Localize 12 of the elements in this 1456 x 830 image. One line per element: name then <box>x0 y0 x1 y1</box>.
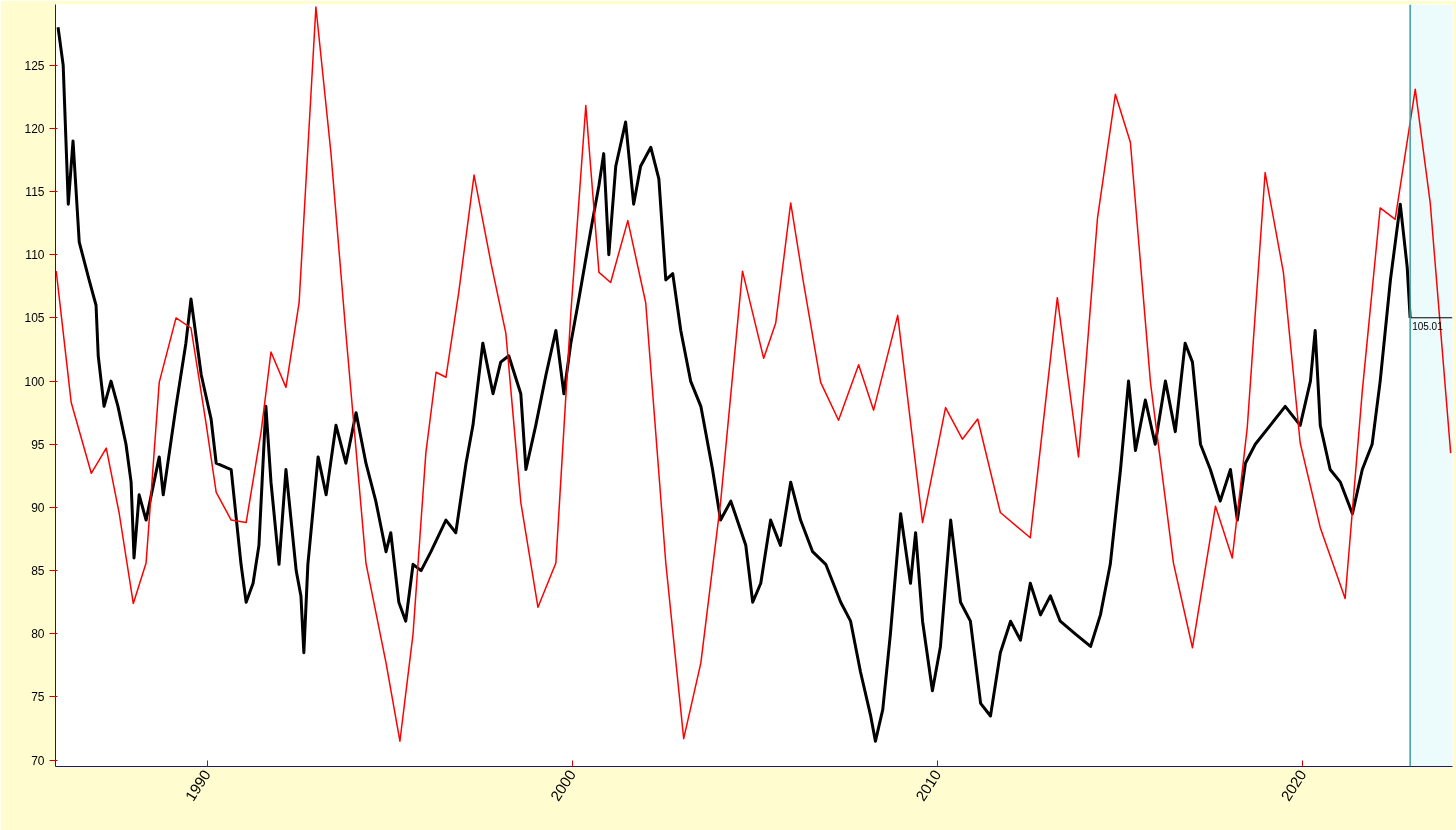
y-tick-label: 90 <box>31 500 45 515</box>
y-tick-label: 95 <box>31 437 45 452</box>
y-tick-label: 120 <box>24 121 45 136</box>
y-tick-label: 115 <box>25 185 45 200</box>
y-tick-label: 70 <box>31 753 45 768</box>
y-tick-label: 105 <box>24 311 45 326</box>
y-tick-label: 85 <box>31 564 45 579</box>
y-tick-label: 80 <box>31 627 45 642</box>
y-tick-label: 125 <box>24 58 45 73</box>
y-tick-label: 75 <box>31 690 45 705</box>
y-tick-label: 100 <box>24 374 45 389</box>
y-tick-label: 110 <box>25 248 45 263</box>
